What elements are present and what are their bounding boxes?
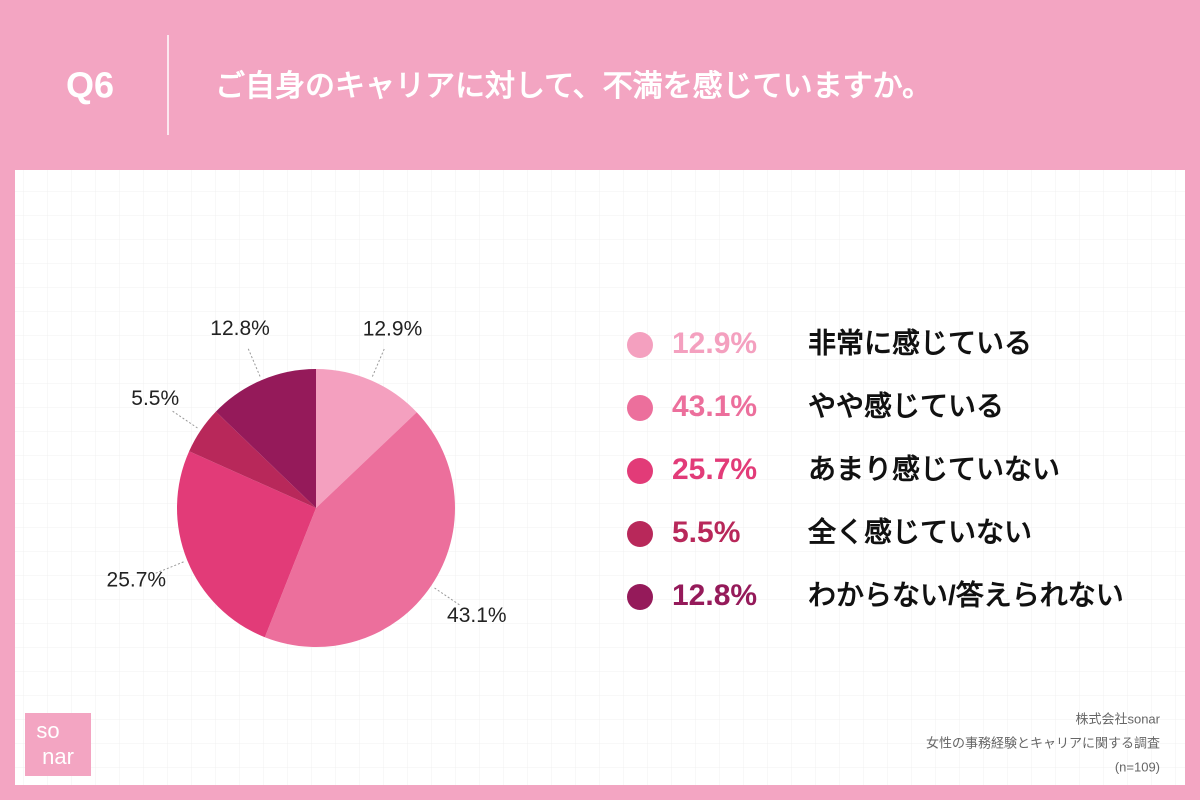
leader-line <box>153 561 184 575</box>
pie-slice <box>264 412 456 648</box>
data-label: 43.1% <box>447 604 507 627</box>
pie-slice <box>316 369 417 508</box>
data-label: 12.9% <box>363 317 423 340</box>
legend-swatch <box>627 584 653 610</box>
data-label: 12.8% <box>210 317 270 340</box>
legend-value: 12.8% <box>672 579 757 612</box>
legend-label: わからない/答えられない <box>808 578 1124 610</box>
pie-slice <box>176 451 316 638</box>
footer-text: (n=109) <box>1115 759 1160 774</box>
legend-label: やや感じている <box>808 390 1004 421</box>
legend-swatch <box>627 521 653 547</box>
legend-label: 非常に感じている <box>808 327 1032 358</box>
footer-text: 女性の事務経験とキャリアに関する調査 <box>926 735 1160 750</box>
logo-box <box>25 713 91 776</box>
legend-value: 5.5% <box>672 516 740 549</box>
data-label: 25.7% <box>107 569 167 592</box>
logo: so nar <box>25 713 91 776</box>
data-label: 5.5% <box>131 387 179 410</box>
leader-line <box>434 587 462 607</box>
footer-text: 株式会社sonar <box>1075 711 1160 726</box>
legend-swatch <box>627 395 653 421</box>
leader-line <box>170 409 198 429</box>
legend-swatch <box>627 332 653 358</box>
legend-label: あまり感じていない <box>808 453 1060 484</box>
pie-slice <box>215 369 316 508</box>
question-number: Q6 <box>66 65 114 106</box>
logo-text: so <box>36 718 59 743</box>
leader-line <box>247 346 261 377</box>
legend-swatch <box>627 458 653 484</box>
logo-text: nar <box>42 744 74 769</box>
legend-value: 43.1% <box>672 390 757 423</box>
pie-slice <box>189 411 316 508</box>
leader-line <box>371 346 386 377</box>
question-title: ご自身のキャリアに対して、不満を感じていますか。 <box>215 69 932 103</box>
legend-value: 12.9% <box>672 327 757 360</box>
legend-value: 25.7% <box>672 453 757 486</box>
legend-label: 全く感じていない <box>807 515 1032 547</box>
